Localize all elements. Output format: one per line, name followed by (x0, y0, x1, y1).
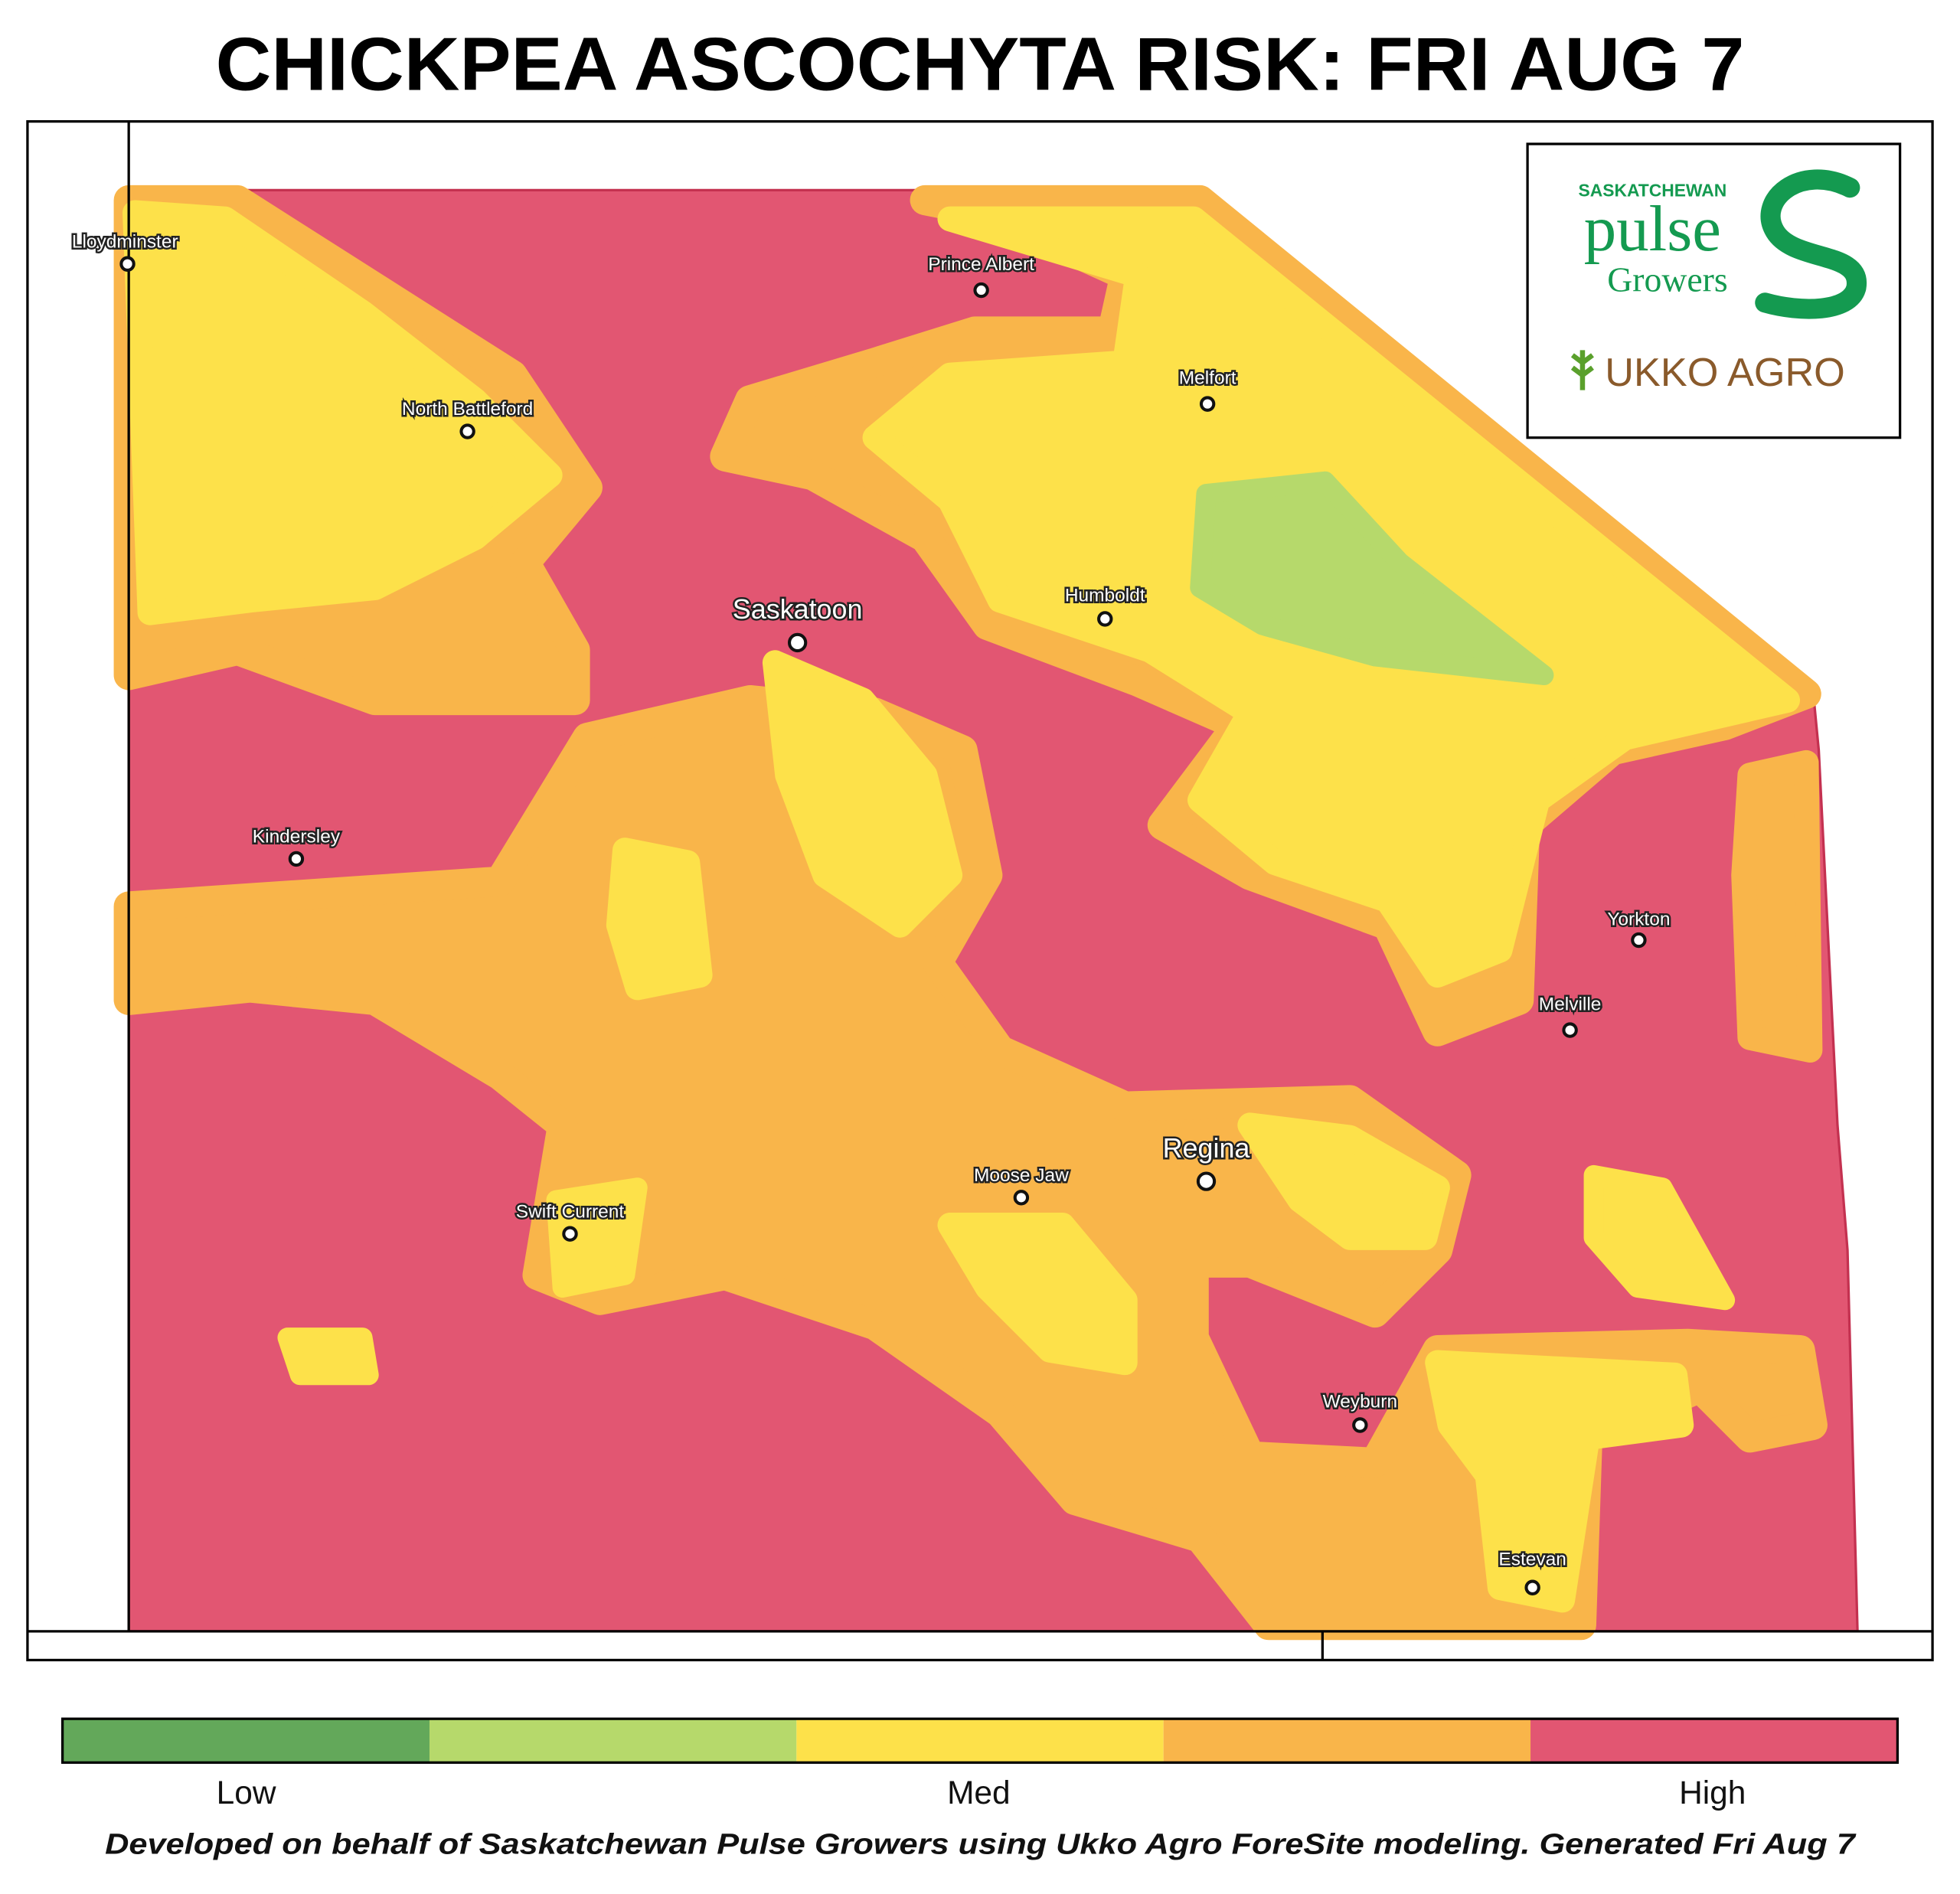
medium-area (277, 1327, 379, 1386)
city-marker (1013, 1190, 1030, 1206)
city-label: Weyburn (1323, 1392, 1397, 1412)
medium-area (546, 1177, 648, 1298)
logo-mark (1570, 350, 1594, 390)
legend-swatch (429, 1719, 797, 1763)
logo-mark (1755, 169, 1867, 319)
city-label: Kindersley (253, 827, 341, 847)
city-marker (1097, 611, 1113, 627)
cities: Lloydminster Prince Albert Melfort North Ba… (70, 230, 1672, 1595)
city-marker (1199, 396, 1216, 412)
city-label: Swift Current (516, 1201, 625, 1222)
city-marker (1631, 932, 1647, 949)
city-label: Melfort (1179, 367, 1236, 388)
risk-areas (113, 185, 1859, 1641)
legend-swatch (62, 1719, 430, 1763)
city-marker (1352, 1417, 1368, 1433)
legend-swatch (1163, 1719, 1531, 1763)
city-marker (562, 1226, 578, 1242)
city-label: Regina (1163, 1132, 1250, 1164)
city-marker (288, 851, 305, 867)
moderate-high-area (1731, 749, 1823, 1063)
city-label: North Battleford (402, 399, 533, 420)
medium-area (1583, 1164, 1736, 1311)
city-label: Prince Albert (928, 254, 1034, 275)
low-area (1190, 471, 1554, 685)
city-label: Moose Jaw (974, 1165, 1069, 1186)
medium-area (1237, 1112, 1450, 1250)
city-label: Saskatoon (733, 593, 863, 625)
legend-label: Med (947, 1775, 1011, 1811)
logo-text: UKKO AGRO (1605, 351, 1844, 395)
legend-label: High (1679, 1775, 1746, 1811)
city-marker (1562, 1022, 1578, 1038)
medium-area (937, 1212, 1138, 1376)
map-title: CHICKPEA ASCOCHYTA RISK: FRI AUG 7 (216, 22, 1745, 106)
logo-text: Growers (1607, 260, 1727, 299)
city-marker (787, 632, 808, 653)
city-marker (119, 256, 136, 272)
footer-note: Developed on behalf of Saskatchewan Puls… (105, 1828, 1857, 1860)
logo-text: SASKATCHEWAN (1578, 181, 1726, 201)
legend: Low Med High (62, 1719, 1898, 1811)
legend-label: Low (217, 1775, 276, 1811)
city-marker (459, 423, 475, 439)
legend-swatch (796, 1719, 1164, 1763)
medium-area (762, 650, 963, 938)
city-marker (1524, 1579, 1540, 1595)
city-label: Yorkton (1607, 909, 1670, 929)
medium-area (1425, 1350, 1694, 1613)
city-marker (973, 282, 989, 299)
legend-swatch (1530, 1719, 1898, 1763)
city-label: Melville (1539, 994, 1602, 1014)
city-label: Humboldt (1065, 586, 1145, 606)
city-label: Estevan (1498, 1549, 1566, 1569)
city-marker (1196, 1171, 1217, 1191)
city-label: Lloydminster (72, 231, 178, 252)
logo-text: pulse (1584, 193, 1721, 265)
medium-area (606, 838, 713, 1001)
medium-area (122, 200, 563, 625)
legend-frame (61, 1717, 1899, 1764)
